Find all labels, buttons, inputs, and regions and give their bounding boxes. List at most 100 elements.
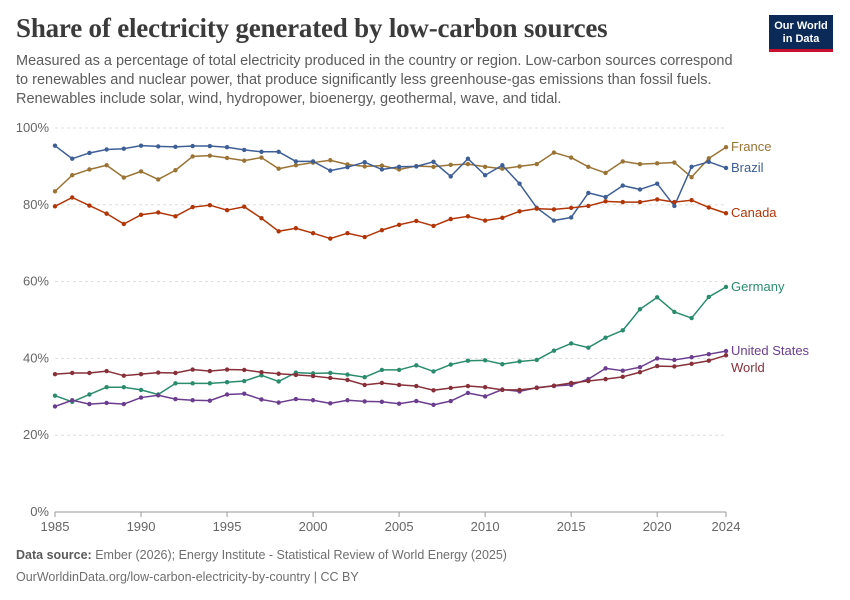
data-point-france — [293, 163, 299, 168]
data-point-united-states — [654, 356, 660, 361]
data-point-canada — [689, 197, 694, 203]
data-point-germany — [672, 309, 677, 315]
data-point-france — [500, 166, 505, 171]
data-point-world — [276, 371, 281, 376]
data-point-world — [121, 373, 127, 378]
data-point-united-states — [637, 365, 643, 370]
data-point-world — [723, 353, 729, 358]
data-point-germany — [620, 328, 625, 333]
series-label-brazil: Brazil — [731, 160, 764, 175]
data-point-france — [568, 155, 574, 160]
data-point-united-states — [706, 351, 711, 357]
data-point-germany — [190, 381, 195, 386]
data-point-world — [482, 385, 488, 390]
data-point-united-states — [620, 368, 625, 373]
data-point-united-states — [328, 401, 333, 406]
x-tick-label: 1990 — [127, 519, 156, 534]
owid-logo[interactable]: Our World in Data — [769, 15, 833, 52]
data-point-france — [70, 173, 75, 178]
data-point-brazil — [706, 159, 711, 164]
data-point-canada — [637, 199, 643, 205]
data-point-united-states — [87, 401, 92, 407]
gridlines — [55, 127, 726, 513]
data-point-canada — [52, 204, 58, 209]
data-point-france — [156, 177, 161, 182]
y-tick-label: 80% — [23, 197, 49, 212]
data-point-france — [104, 163, 109, 168]
series-line-world — [54, 354, 727, 392]
url-license[interactable]: OurWorldinData.org/low-carbon-electricit… — [16, 570, 359, 584]
data-point-world — [431, 388, 436, 393]
data-point-brazil — [379, 167, 385, 172]
data-point-brazil — [362, 159, 367, 165]
data-point-world — [551, 383, 557, 388]
x-axis: 1985 1990 1995 2000 2005 2010 2015 2020 2024 — [41, 512, 740, 534]
y-tick-label: 40% — [23, 350, 49, 365]
data-point-france — [620, 159, 625, 164]
data-point-brazil — [672, 203, 677, 209]
y-tick-label: 100% — [16, 120, 50, 135]
data-point-germany — [500, 361, 505, 367]
data-point-world — [362, 382, 367, 388]
data-point-canada — [414, 218, 419, 224]
data-point-france — [87, 167, 92, 172]
data-point-united-states — [723, 348, 729, 354]
data-point-germany — [603, 335, 608, 340]
data-point-canada — [534, 206, 539, 211]
data-point-united-states — [396, 401, 402, 406]
series-line-brazil — [54, 144, 727, 222]
data-point-brazil — [551, 218, 557, 223]
data-point-brazil — [637, 187, 643, 192]
data-point-germany — [379, 367, 385, 373]
data-point-world — [517, 387, 522, 393]
data-point-france — [173, 168, 178, 173]
data-point-brazil — [242, 147, 247, 153]
data-point-brazil — [259, 149, 264, 155]
data-point-brazil — [396, 164, 402, 169]
data-point-united-states — [121, 401, 127, 407]
logo-line-1: Our World — [774, 20, 828, 32]
data-point-germany — [345, 372, 350, 377]
data-point-france — [431, 164, 436, 169]
data-point-canada — [379, 227, 385, 233]
data-point-germany — [706, 294, 711, 300]
data-point-canada — [448, 216, 453, 222]
data-point-canada — [70, 195, 75, 200]
data-point-germany — [224, 380, 230, 385]
data-point-germany — [414, 363, 419, 368]
data-point-canada — [138, 212, 144, 217]
series-line-united-states — [54, 350, 727, 408]
data-point-canada — [568, 205, 574, 211]
data-point-germany — [173, 381, 178, 386]
data-point-canada — [173, 214, 178, 219]
data-point-germany — [586, 345, 591, 350]
data-point-germany — [87, 392, 92, 397]
data-point-brazil — [500, 163, 505, 168]
data-point-france — [654, 161, 660, 166]
x-tick-label: 2000 — [299, 519, 328, 534]
data-point-brazil — [517, 181, 522, 186]
data-source-text: Ember (2026); Energy Institute - Statist… — [95, 548, 507, 562]
series-lines — [52, 143, 729, 409]
data-point-world — [637, 370, 643, 375]
x-tick-label: 1995 — [213, 519, 242, 534]
data-source-label: Data source: — [16, 548, 92, 562]
data-point-brazil — [190, 143, 195, 149]
x-tick-label: 1985 — [41, 519, 70, 534]
data-point-united-states — [293, 396, 299, 402]
x-tick-label: 2020 — [643, 519, 672, 534]
data-point-germany — [138, 387, 144, 393]
data-point-canada — [396, 222, 402, 227]
data-point-france — [482, 164, 488, 169]
data-point-canada — [242, 204, 247, 209]
data-point-brazil — [568, 215, 574, 220]
data-point-brazil — [138, 143, 144, 148]
data-point-germany — [723, 284, 729, 290]
data-point-world — [345, 377, 350, 383]
data-point-united-states — [259, 397, 264, 402]
data-point-brazil — [276, 149, 281, 155]
data-point-united-states — [70, 398, 75, 403]
data-point-brazil — [328, 168, 333, 173]
data-point-world — [379, 380, 385, 386]
data-point-france — [448, 162, 453, 168]
